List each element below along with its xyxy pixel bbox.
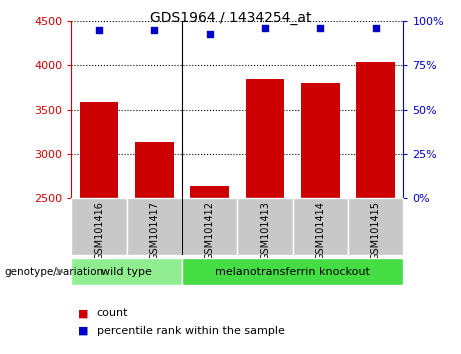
Point xyxy=(151,27,158,33)
Bar xyxy=(71,198,127,255)
Point xyxy=(317,25,324,31)
Bar xyxy=(135,143,174,198)
Bar xyxy=(246,79,284,198)
Bar xyxy=(182,258,403,285)
Bar xyxy=(293,198,348,255)
Bar xyxy=(182,198,237,255)
Bar xyxy=(127,198,182,255)
Bar xyxy=(80,102,118,198)
Point xyxy=(261,25,269,31)
Text: wild type: wild type xyxy=(101,267,152,277)
Text: percentile rank within the sample: percentile rank within the sample xyxy=(97,326,285,336)
Bar xyxy=(301,83,340,198)
Text: ■: ■ xyxy=(78,308,89,318)
Point xyxy=(95,27,103,33)
Point xyxy=(372,25,379,31)
Text: ■: ■ xyxy=(78,326,89,336)
Text: GSM101414: GSM101414 xyxy=(315,201,325,260)
Text: melanotransferrin knockout: melanotransferrin knockout xyxy=(215,267,370,277)
Bar xyxy=(237,198,293,255)
Text: GSM101413: GSM101413 xyxy=(260,201,270,260)
Bar xyxy=(348,198,403,255)
Text: GSM101415: GSM101415 xyxy=(371,201,381,260)
Point xyxy=(206,31,213,36)
Bar xyxy=(356,62,395,198)
Bar xyxy=(190,186,229,198)
Text: GSM101412: GSM101412 xyxy=(205,201,215,260)
Text: GDS1964 / 1434254_at: GDS1964 / 1434254_at xyxy=(150,11,311,25)
Bar xyxy=(71,258,182,285)
Text: GSM101417: GSM101417 xyxy=(149,201,160,260)
Text: GSM101416: GSM101416 xyxy=(94,201,104,260)
Text: genotype/variation: genotype/variation xyxy=(5,267,104,277)
Text: count: count xyxy=(97,308,128,318)
